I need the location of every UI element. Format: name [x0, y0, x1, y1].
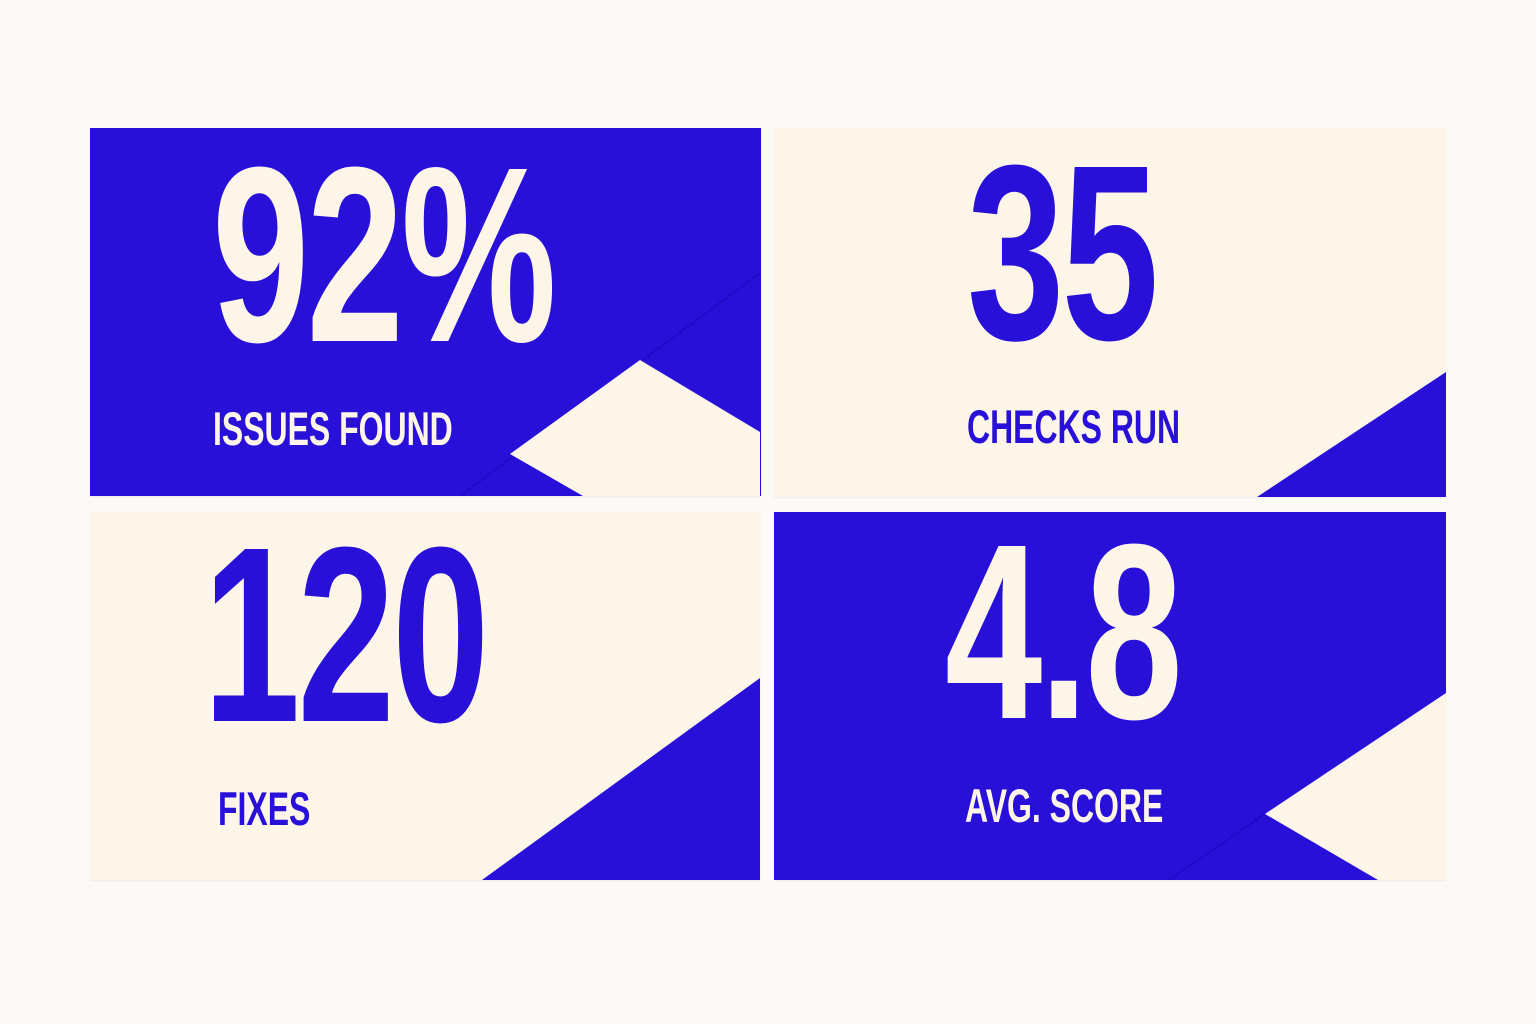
stat-card-avg-score: 4.8 AVG. SCORE [774, 512, 1446, 880]
stat-label: ISSUES FOUND [213, 402, 453, 455]
stat-value: 120 [203, 512, 489, 774]
card-decoration [1168, 693, 1446, 880]
stat-label: FIXES [218, 782, 311, 835]
stat-value: 4.8 [945, 512, 1183, 771]
stat-label: AVG. SCORE [965, 779, 1164, 832]
card-decoration [1257, 372, 1446, 497]
card-decoration [482, 678, 760, 880]
stat-card-issues-found: 92% ISSUES FOUND [90, 128, 761, 496]
stat-label: CHECKS RUN [967, 400, 1181, 453]
stat-value: 92% [212, 128, 557, 394]
card-decoration [459, 272, 761, 496]
stat-value: 35 [967, 128, 1159, 392]
stat-card-checks-run: 35 CHECKS RUN [774, 128, 1446, 497]
stat-card-fixes: 120 FIXES [90, 512, 761, 880]
